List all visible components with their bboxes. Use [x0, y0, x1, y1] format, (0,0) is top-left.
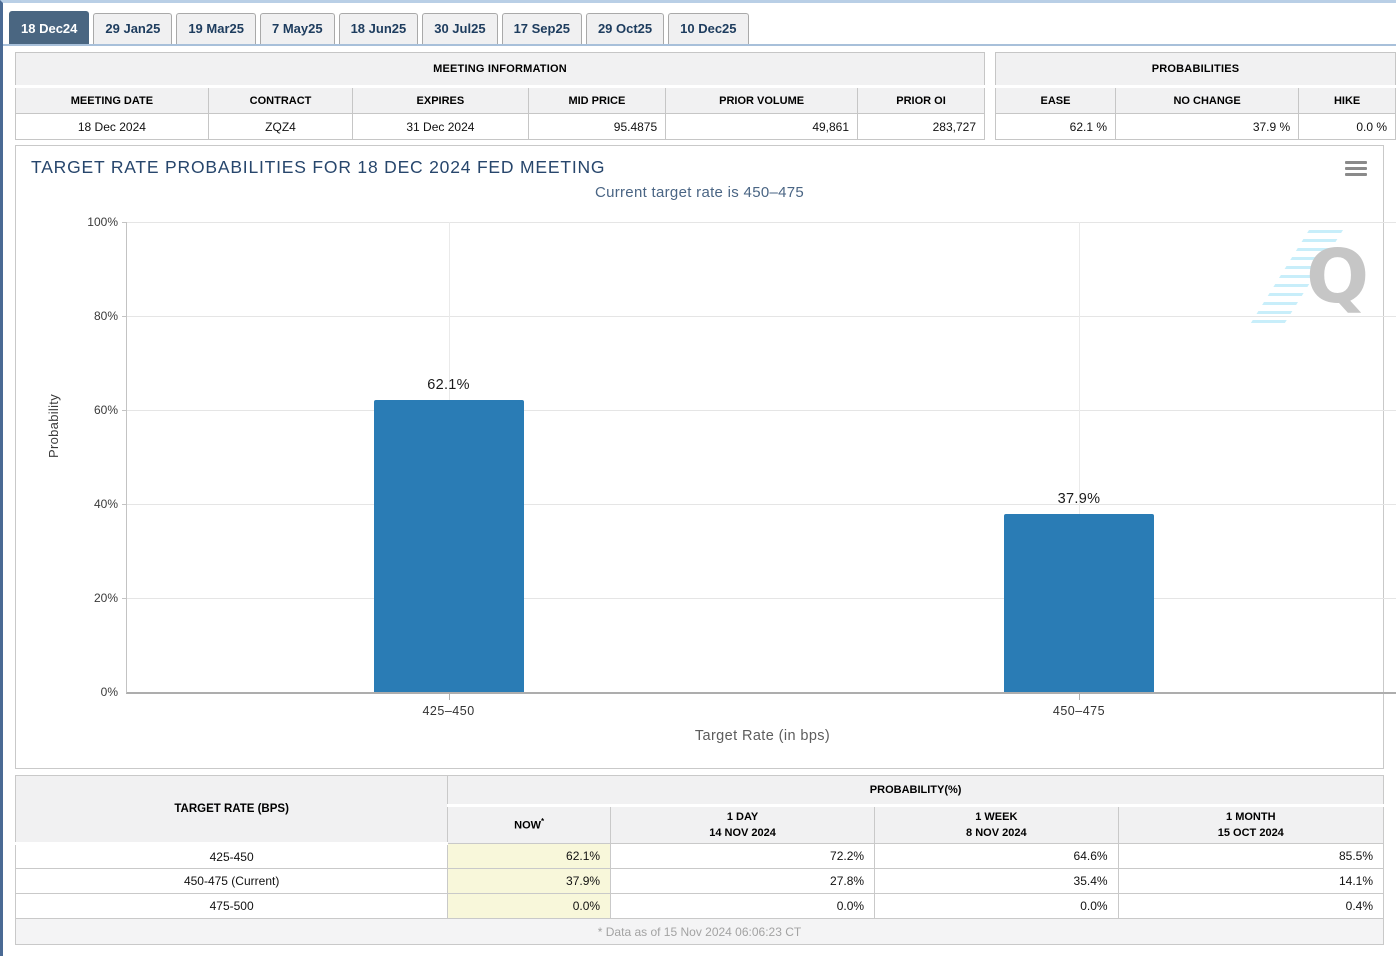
col-now: NOW* [447, 805, 612, 844]
rate-cell: 475-500 [14, 893, 449, 919]
col-prior-oi: PRIOR OI [857, 86, 985, 114]
expires-value: 31 Dec 2024 [352, 113, 529, 140]
meeting-information-table: MEETING INFORMATION MEETING DATE CONTRAC… [15, 52, 985, 140]
month-cell: 85.5% [1117, 843, 1385, 869]
bar-slot-425-450: 62.1% [373, 222, 524, 692]
now-cell: 0.0% [447, 893, 612, 919]
chart-subtitle: Current target rate is 450–475 [594, 184, 805, 201]
xcat-425-450: 425–450 [422, 704, 475, 718]
week-cell: 64.6% [874, 843, 1119, 869]
chart-plot-area: 0% 20% 40% 60% 80% 100% 62.1% 37.9% 425–… [87, 215, 1396, 744]
tab-7-may25[interactable]: 7 May25 [259, 13, 335, 44]
no-change-value: 37.9 % [1114, 113, 1300, 140]
rate-cell: 450-475 (Current) [14, 868, 449, 894]
col-1-day: 1 DAY 14 NOV 2024 [610, 805, 876, 844]
bar-value-label: 37.9% [1057, 490, 1101, 507]
ease-value: 62.1 % [995, 113, 1116, 140]
chart-menu-icon[interactable] [1345, 161, 1367, 176]
hike-value: 0.0 % [1298, 113, 1396, 140]
tab-29-jan25[interactable]: 29 Jan25 [93, 13, 173, 44]
day-cell: 72.2% [610, 843, 876, 869]
day-cell: 0.0% [610, 893, 876, 919]
probability-pct-header: PROBABILITY(%) [447, 775, 1384, 807]
col-ease: EASE [995, 86, 1116, 114]
table-row: 425-450 62.1% 72.2% 64.6% 85.5% [14, 843, 1385, 869]
xcat-450-475: 450–475 [1052, 704, 1106, 718]
chart-title: TARGET RATE PROBABILITIES FOR 18 DEC 202… [31, 157, 606, 177]
target-rate-chart-panel: TARGET RATE PROBABILITIES FOR 18 DEC 202… [15, 145, 1396, 769]
probabilities-summary-table: PROBABILITIES EASE NO CHANGE HIKE 62.1 %… [995, 52, 1396, 140]
meeting-information-title: MEETING INFORMATION [15, 52, 985, 88]
week-cell: 35.4% [874, 868, 1119, 894]
ytick-20: 20% [93, 591, 118, 605]
rate-cell: 425-450 [14, 843, 449, 869]
ytick-40: 40% [93, 497, 118, 511]
col-1-week: 1 WEEK 8 NOV 2024 [874, 805, 1119, 844]
probability-bar-425-450 [373, 400, 524, 692]
col-1-month: 1 MONTH 15 OCT 2024 [1117, 805, 1385, 844]
data-as-of-note: * Data as of 15 Nov 2024 06:06:23 CT [15, 918, 1384, 945]
tab-18-jun25[interactable]: 18 Jun25 [338, 13, 419, 44]
tab-10-dec25[interactable]: 10 Dec25 [668, 13, 749, 44]
probability-history-table: TARGET RATE (BPS) PROBABILITY(%) NOW* 1 … [14, 775, 1385, 945]
prior-volume-value: 49,861 [665, 113, 859, 140]
col-hike: HIKE [1298, 86, 1396, 114]
now-cell: 62.1% [447, 843, 612, 869]
col-mid-price: MID PRICE [527, 86, 667, 114]
prior-oi-value: 283,727 [857, 113, 985, 140]
main-content: MEETING INFORMATION MEETING DATE CONTRAC… [3, 44, 1396, 945]
now-cell: 37.9% [447, 868, 612, 894]
col-prior-volume: PRIOR VOLUME [665, 86, 859, 114]
top-info-row: MEETING INFORMATION MEETING DATE CONTRAC… [15, 52, 1396, 140]
table-footnote-row: * Data as of 15 Nov 2024 06:06:23 CT [15, 918, 1384, 945]
tab-18-dec24[interactable]: 18 Dec24 [9, 11, 90, 44]
y-axis-label: Probability [46, 394, 61, 458]
col-expires: EXPIRES [352, 86, 529, 114]
ytick-0: 0% [100, 685, 118, 699]
col-meeting-date: MEETING DATE [15, 86, 209, 114]
ytick-100: 100% [87, 215, 118, 229]
mid-price-value: 95.4875 [527, 113, 667, 140]
month-cell: 0.4% [1117, 893, 1385, 919]
meeting-tabs: 18 Dec24 29 Jan25 19 Mar25 7 May25 18 Ju… [3, 3, 1396, 44]
target-rate-bps-header: TARGET RATE (BPS) [14, 775, 449, 845]
probability-table-wrap: TARGET RATE (BPS) PROBABILITY(%) NOW* 1 … [14, 775, 1385, 945]
tab-30-jul25[interactable]: 30 Jul25 [422, 13, 498, 44]
x-axis-label: Target Rate (in bps) [694, 728, 831, 744]
ytick-60: 60% [93, 403, 118, 417]
probability-bar-450-475 [1003, 513, 1154, 692]
watermark-q-icon: Q [1306, 234, 1369, 320]
ytick-80: 80% [93, 309, 118, 323]
bar-slot-450-475: 37.9% [1003, 222, 1154, 692]
table-row: 475-500 0.0% 0.0% 0.0% 0.4% [14, 893, 1385, 919]
table-row: 450-475 (Current) 37.9% 27.8% 35.4% 14.1… [14, 868, 1385, 894]
quikstrike-watermark: Q [1249, 230, 1369, 330]
day-cell: 27.8% [610, 868, 876, 894]
month-cell: 14.1% [1117, 868, 1385, 894]
bar-value-label: 62.1% [427, 377, 470, 394]
tab-17-sep25[interactable]: 17 Sep25 [501, 13, 582, 44]
contract-value: ZQZ4 [207, 113, 354, 140]
probabilities-title: PROBABILITIES [995, 52, 1396, 88]
tab-29-oct25[interactable]: 29 Oct25 [585, 13, 665, 44]
tab-19-mar25[interactable]: 19 Mar25 [176, 13, 256, 44]
meeting-date-value: 18 Dec 2024 [15, 113, 209, 140]
week-cell: 0.0% [874, 893, 1119, 919]
col-no-change: NO CHANGE [1114, 86, 1300, 114]
col-contract: CONTRACT [207, 86, 354, 114]
